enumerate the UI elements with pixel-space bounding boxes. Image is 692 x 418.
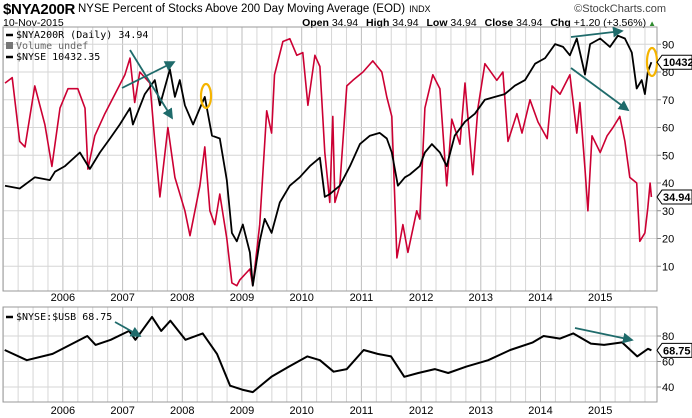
x-tick-label: 2009	[230, 405, 254, 417]
volume-bars-icon	[6, 42, 13, 49]
x-tick-label: 2006	[51, 292, 75, 304]
open-label: Open	[302, 17, 329, 29]
brand-logo[interactable]: ©StockCharts.com	[574, 3, 666, 15]
ratio-last-value-tag: 68.75	[656, 342, 692, 358]
y-tick-label: 20	[662, 234, 674, 246]
chg-label: Chg	[550, 17, 571, 29]
legend-entry: $NYSE 10432.35	[16, 52, 100, 63]
x-tick-label: 2007	[110, 405, 134, 417]
title-text: NYSE Percent of Stocks Above 200 Day Mov…	[78, 3, 406, 15]
trend-arrow	[570, 26, 624, 38]
chg-value: +1.20 (+3.56%)	[573, 17, 647, 29]
x-tick-label: 2015	[588, 405, 612, 417]
x-tick-label: 2014	[528, 405, 552, 417]
highlight-circle	[199, 82, 213, 110]
last-value-label: 10432	[663, 57, 692, 69]
y-tick-label: 10	[662, 261, 674, 273]
open-value: 34.94	[331, 17, 359, 29]
exchange: INDX	[409, 4, 431, 14]
low-label: Low	[426, 17, 448, 29]
nya200r-last-value-tag: 34.94	[656, 189, 692, 205]
chart-date: 10-Nov-2015	[3, 17, 64, 29]
up-triangle-icon: ▲	[648, 19, 656, 28]
last-value-label: 68.75	[663, 345, 691, 357]
x-tick-label: 2013	[469, 405, 493, 417]
chart-title: NYSE Percent of Stocks Above 200 Day Mov…	[78, 3, 431, 15]
x-tick-label: 2006	[51, 405, 75, 417]
close-value: 34.94	[516, 17, 543, 29]
nyse-line	[4, 34, 653, 287]
x-tick-label: 2012	[409, 405, 433, 417]
x-tick-label: 2015	[588, 292, 612, 304]
trend-arrow	[129, 49, 173, 120]
x-tick-label: 2007	[110, 292, 134, 304]
y-tick-label: 40	[662, 382, 674, 394]
y-tick-label: 60	[662, 123, 674, 135]
nyse-last-value-tag: 10432	[656, 54, 692, 70]
ohlc-readout: Open 34.94 High 34.94 Low 34.94 Close 34…	[297, 17, 656, 29]
x-tick-label: 2010	[289, 405, 313, 417]
y-tick-label: 80	[662, 67, 674, 79]
x-tick-label: 2010	[289, 292, 313, 304]
y-tick-label: 30	[662, 206, 674, 218]
x-tick-label: 2008	[170, 405, 194, 417]
lower-panel: 40 60 80	[2, 306, 674, 403]
x-tick-label: 2014	[528, 292, 552, 304]
legend-entry: Volume undef	[16, 41, 88, 52]
panel-border	[2, 306, 658, 403]
y-tick-label: 80	[662, 331, 674, 343]
y-tick-label: 40	[662, 178, 674, 190]
high-value: 34.94	[392, 17, 419, 29]
x-tick-label: 2009	[230, 292, 254, 304]
nyse-usb-ratio-line	[4, 315, 652, 394]
x-tick-label: 2008	[170, 292, 194, 304]
legend-entry: $NYA200R (Daily) 34.94	[16, 30, 148, 41]
y-tick-label: 70	[662, 95, 674, 107]
y-tick-label: 60	[662, 357, 674, 369]
y-tick-label: 90	[662, 39, 674, 51]
trend-arrow	[570, 67, 630, 112]
y-tick-label: 50	[662, 150, 674, 162]
trend-arrow	[574, 327, 634, 344]
last-value-label: 34.94	[663, 192, 691, 204]
nya200r-line	[4, 37, 653, 287]
panel-border	[2, 26, 658, 292]
high-label: High	[366, 17, 390, 29]
x-tick-label: 2012	[409, 292, 433, 304]
legend-entry: $NYSE:$USB 68.75	[16, 312, 112, 323]
trend-arrow	[121, 61, 176, 89]
x-tick-label: 2011	[350, 405, 374, 417]
trend-arrow	[114, 321, 142, 337]
x-tick-label: 2011	[350, 292, 374, 304]
symbol: $NYA200R	[3, 1, 76, 18]
x-tick-label: 2013	[469, 292, 493, 304]
main-panel: 10 20 30 40 50 60 70 80 90	[2, 26, 674, 292]
close-label: Close	[484, 17, 514, 29]
low-value: 34.94	[450, 17, 477, 29]
